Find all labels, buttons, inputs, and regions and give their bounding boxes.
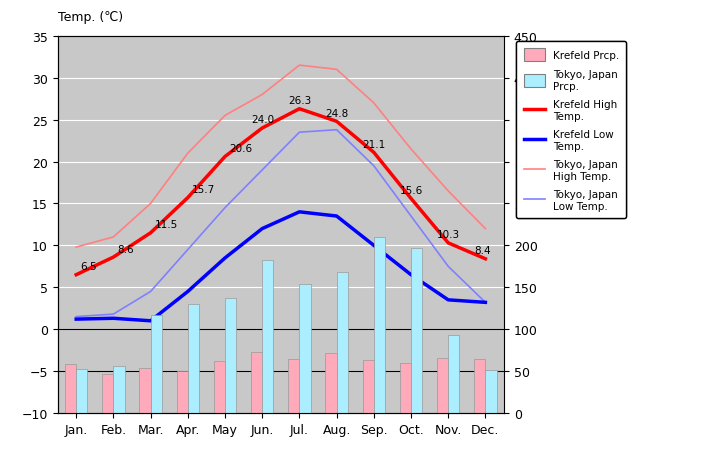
Text: 11.5: 11.5 xyxy=(155,220,178,230)
Text: 20.6: 20.6 xyxy=(229,144,252,154)
Text: 10.3: 10.3 xyxy=(437,230,460,240)
Bar xyxy=(300,284,310,413)
Legend: Krefeld Prcp., Tokyo, Japan
Prcp., Krefeld High
Temp., Krefeld Low
Temp., Tokyo,: Krefeld Prcp., Tokyo, Japan Prcp., Krefe… xyxy=(516,42,626,218)
Text: 8.4: 8.4 xyxy=(474,246,491,256)
Bar xyxy=(400,363,411,413)
Bar xyxy=(150,315,162,413)
Bar xyxy=(437,358,448,413)
Bar xyxy=(288,359,300,413)
Bar xyxy=(336,273,348,413)
Bar xyxy=(188,304,199,413)
Bar xyxy=(325,354,336,413)
Bar xyxy=(474,359,485,413)
Text: 24.8: 24.8 xyxy=(325,108,348,118)
Text: 21.1: 21.1 xyxy=(363,140,386,150)
Bar xyxy=(140,368,150,413)
Bar xyxy=(485,370,497,413)
Bar xyxy=(76,369,87,413)
Bar xyxy=(374,237,385,413)
Text: 15.6: 15.6 xyxy=(400,185,423,196)
Text: Temp. (℃): Temp. (℃) xyxy=(58,11,122,24)
Bar xyxy=(411,248,422,413)
Bar xyxy=(363,360,374,413)
Bar xyxy=(102,374,113,413)
Bar xyxy=(448,336,459,413)
Bar xyxy=(113,366,125,413)
Bar xyxy=(251,352,262,413)
Bar xyxy=(214,361,225,413)
Bar xyxy=(225,298,236,413)
Text: 24.0: 24.0 xyxy=(251,115,274,125)
Bar xyxy=(65,364,76,413)
Bar xyxy=(262,261,274,413)
Text: 6.5: 6.5 xyxy=(81,262,97,272)
Bar xyxy=(176,371,188,413)
Text: 15.7: 15.7 xyxy=(192,185,215,195)
Text: 8.6: 8.6 xyxy=(117,244,134,254)
Text: 26.3: 26.3 xyxy=(288,96,312,106)
